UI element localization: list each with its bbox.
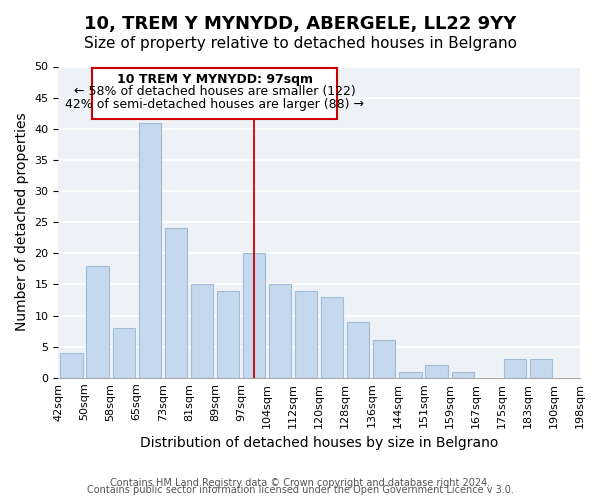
Text: Size of property relative to detached houses in Belgrano: Size of property relative to detached ho…: [83, 36, 517, 51]
Bar: [400, 372, 422, 378]
Text: Contains public sector information licensed under the Open Government Licence v : Contains public sector information licen…: [86, 485, 514, 495]
Bar: [217, 290, 239, 378]
X-axis label: Distribution of detached houses by size in Belgrano: Distribution of detached houses by size …: [140, 436, 499, 450]
Bar: [504, 359, 526, 378]
Bar: [452, 372, 474, 378]
Bar: [86, 266, 109, 378]
Bar: [139, 122, 161, 378]
Text: ← 58% of detached houses are smaller (122): ← 58% of detached houses are smaller (12…: [74, 85, 356, 98]
Bar: [321, 297, 343, 378]
Bar: [347, 322, 370, 378]
Bar: [113, 328, 134, 378]
Text: 10 TREM Y MYNYDD: 97sqm: 10 TREM Y MYNYDD: 97sqm: [117, 72, 313, 86]
FancyBboxPatch shape: [92, 68, 337, 120]
Bar: [425, 366, 448, 378]
Bar: [164, 228, 187, 378]
Bar: [530, 359, 552, 378]
Bar: [61, 353, 83, 378]
Text: 42% of semi-detached houses are larger (88) →: 42% of semi-detached houses are larger (…: [65, 98, 364, 110]
Bar: [295, 290, 317, 378]
Bar: [191, 284, 213, 378]
Text: Contains HM Land Registry data © Crown copyright and database right 2024.: Contains HM Land Registry data © Crown c…: [110, 478, 490, 488]
Bar: [269, 284, 291, 378]
Y-axis label: Number of detached properties: Number of detached properties: [15, 113, 29, 332]
Bar: [243, 254, 265, 378]
Bar: [373, 340, 395, 378]
Text: 10, TREM Y MYNYDD, ABERGELE, LL22 9YY: 10, TREM Y MYNYDD, ABERGELE, LL22 9YY: [84, 15, 516, 33]
